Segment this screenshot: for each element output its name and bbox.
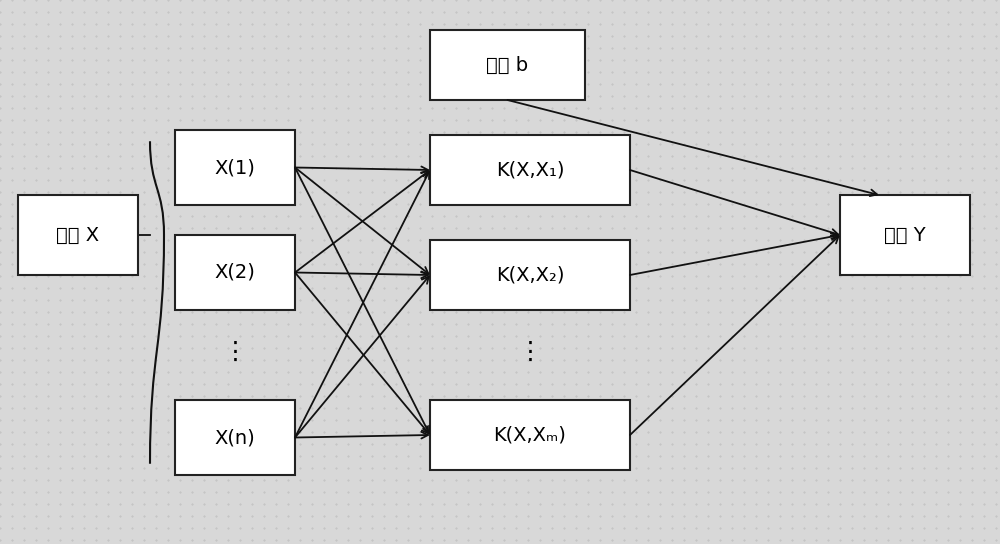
Text: X(2): X(2)	[215, 263, 255, 282]
Text: 输入 X: 输入 X	[56, 226, 100, 244]
Text: X(1): X(1)	[215, 158, 255, 177]
Bar	[18, 195, 138, 275]
Bar	[430, 135, 630, 205]
Bar	[430, 240, 630, 310]
Text: 偏置 b: 偏置 b	[486, 55, 529, 75]
Bar	[175, 400, 295, 475]
Bar	[430, 30, 585, 100]
Bar	[430, 400, 630, 470]
Text: K(X,X₂): K(X,X₂)	[496, 265, 564, 285]
Text: 输出 Y: 输出 Y	[884, 226, 926, 244]
Bar	[175, 235, 295, 310]
Text: ⋮: ⋮	[222, 340, 248, 364]
Text: X(n): X(n)	[215, 428, 255, 447]
Text: ⋮: ⋮	[518, 340, 542, 364]
Bar	[840, 195, 970, 275]
Text: K(X,X₁): K(X,X₁)	[496, 160, 564, 180]
Bar	[175, 130, 295, 205]
Text: K(X,Xₘ): K(X,Xₘ)	[494, 425, 566, 444]
